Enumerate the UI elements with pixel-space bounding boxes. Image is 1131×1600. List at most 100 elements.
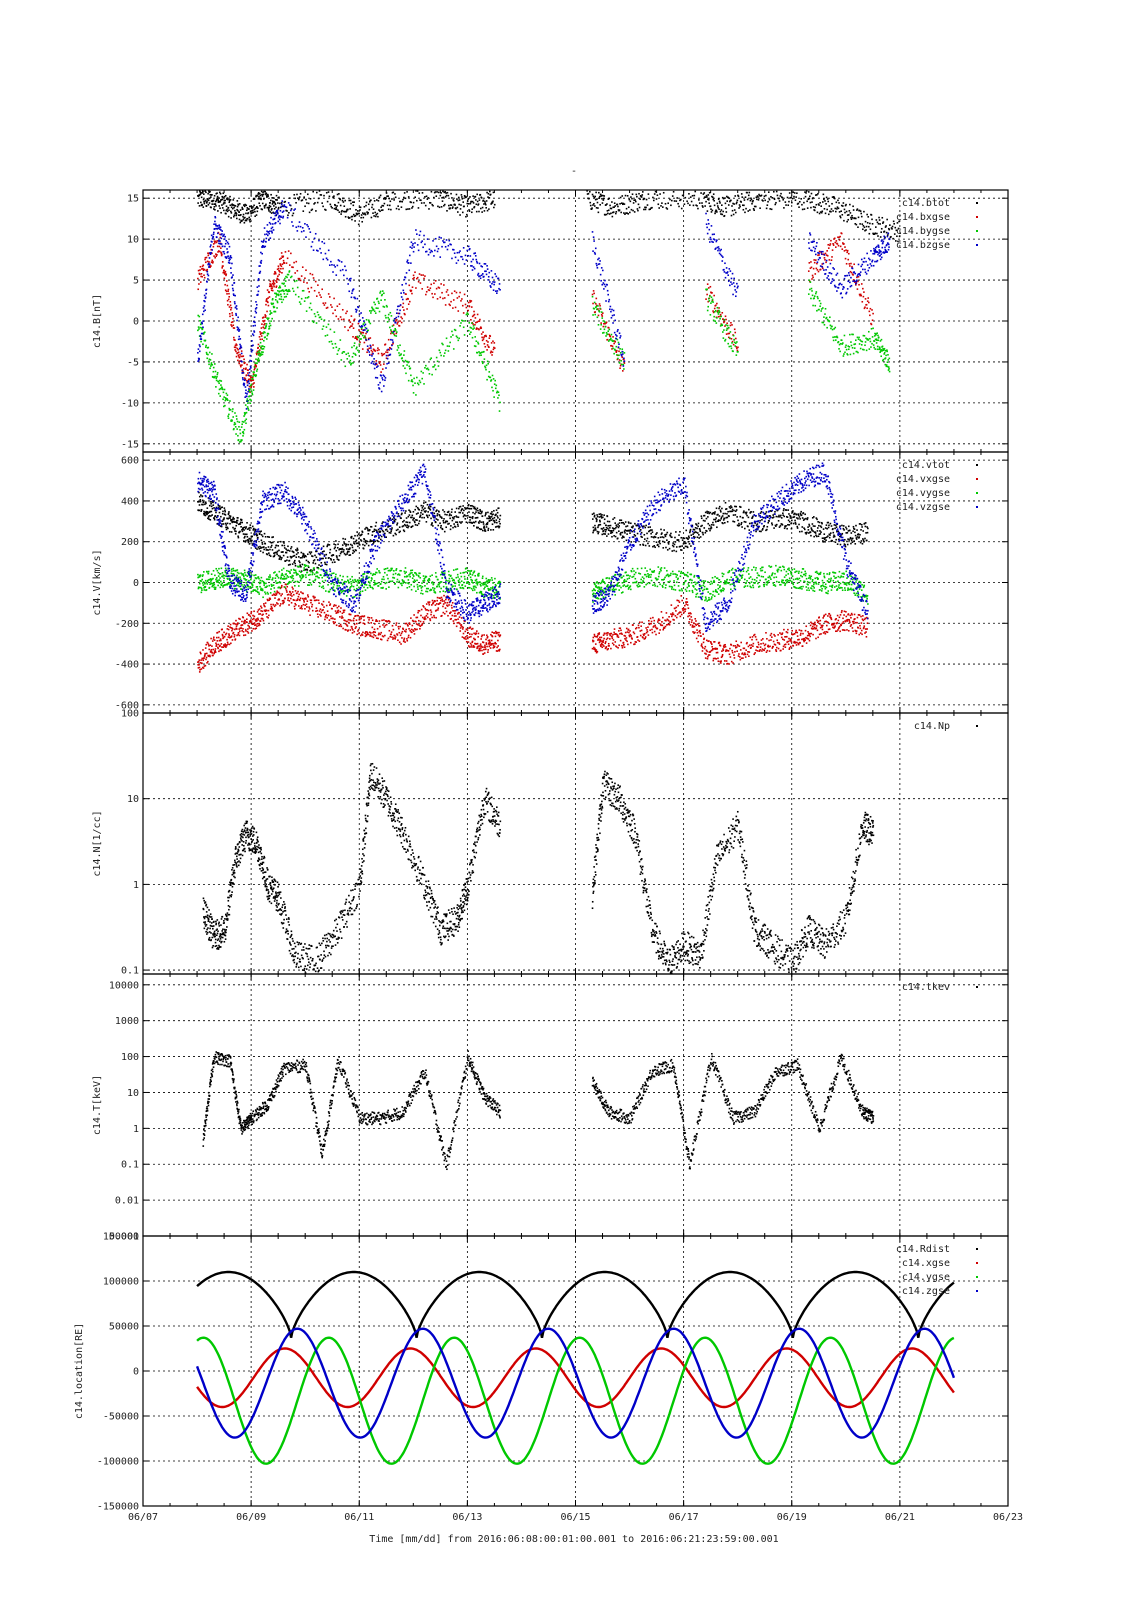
data-point [247,409,250,411]
data-point [464,195,466,198]
data-point [417,207,420,209]
data-point [730,214,733,217]
data-point [304,554,307,557]
data-point [200,192,202,194]
data-point [263,532,266,535]
data-point [878,252,880,254]
data-point [812,304,814,307]
data-point [273,282,276,285]
data-point [481,515,484,517]
data-point [204,346,207,348]
data-point [354,353,356,355]
data-point [279,263,282,265]
data-point [717,309,719,312]
data-point [237,328,239,331]
data-point [812,276,814,279]
data-point [263,323,265,326]
data-point [888,238,891,241]
data-point [327,293,330,295]
data-point [852,280,854,283]
data-point [607,293,609,296]
data-point [845,249,847,251]
data-point [277,208,280,210]
data-point [756,195,759,197]
data-point [456,523,459,526]
data-point [229,315,231,318]
data-point [271,536,273,539]
data-point [253,368,256,371]
data-point [822,193,825,196]
data-point [231,314,234,317]
data-point [281,271,283,274]
data-point [210,200,213,202]
data-point [732,282,735,284]
data-point [276,550,279,553]
data-point [456,297,459,299]
data-point [363,544,366,547]
data-point [365,204,367,207]
data-point [241,355,244,358]
data-point [484,528,486,531]
data-point [244,412,247,415]
data-point [265,233,268,235]
data-point [613,206,615,208]
data-point [247,390,249,393]
data-point [236,420,239,423]
data-point [679,199,681,202]
data-point [199,269,201,271]
data-point [269,211,272,213]
data-point [398,325,401,327]
data-point [875,334,877,336]
data-point [340,213,342,215]
data-point [229,522,231,525]
data-point [443,204,445,207]
data-point [621,353,624,355]
data-point [458,203,460,206]
legend-swatch [976,244,978,246]
data-point [725,318,727,321]
data-point [791,201,793,204]
data-point [363,321,366,324]
data-point [218,250,221,253]
data-point [478,512,481,515]
data-point [477,320,480,323]
data-point [857,216,860,219]
data-point [271,208,273,210]
data-point [328,264,331,266]
data-point [458,506,461,508]
data-point [218,205,221,207]
data-point [230,267,232,269]
data-point [822,307,824,309]
data-point [212,245,215,248]
data-point [801,208,804,211]
data-point [601,197,603,200]
data-point [363,341,366,344]
data-point [237,359,239,362]
data-point [708,202,711,205]
data-point [892,237,894,240]
data-point [610,317,613,319]
data-point [200,510,202,512]
data-point [264,204,267,207]
data-point [457,211,459,213]
data-point [376,539,378,542]
data-point [258,336,261,338]
data-point [198,190,201,192]
data-point [876,251,879,253]
data-point [870,250,872,252]
data-point [283,293,286,295]
data-point [410,380,413,382]
data-point [851,265,853,268]
data-point [586,193,589,195]
data-point [215,192,218,195]
data-point [212,370,215,373]
data-point [198,194,201,197]
data-point [755,196,758,199]
data-point [855,284,857,286]
data-point [613,342,615,345]
data-point [379,292,381,294]
data-point [857,280,859,283]
data-point [201,268,203,270]
data-point [313,289,316,292]
data-point [446,345,449,347]
